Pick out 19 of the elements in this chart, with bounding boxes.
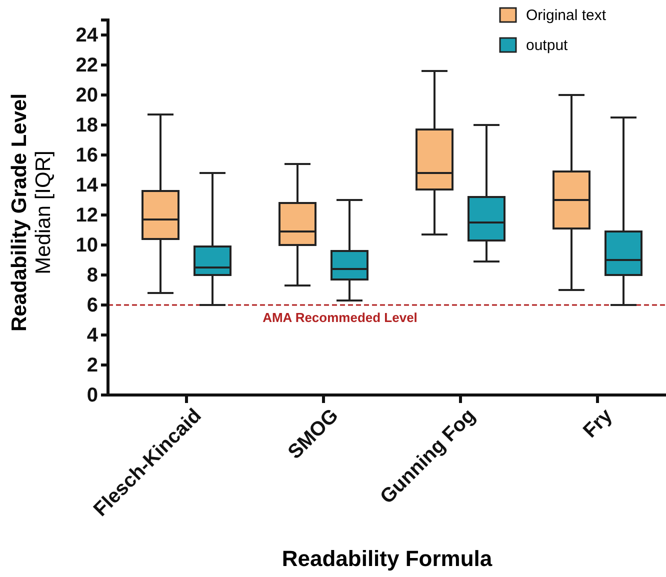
ref-line-label: AMA Recommeded Level [262,310,418,325]
y-axis-title: Readability Grade Level Median [IQR] [8,93,55,332]
y-tick-label: 24 [76,24,99,46]
legend-label: Original text [526,7,607,24]
legend-label: output [526,37,569,54]
y-tick-label: 14 [76,174,99,196]
y-tick-label: 16 [76,144,98,166]
y-tick-label: 0 [86,384,98,406]
x-axis-title: Readability Formula [282,546,493,571]
y-tick-label: 20 [76,84,98,106]
y-tick-label: 22 [76,54,98,76]
y-tick-label: 6 [86,294,98,316]
y-tick-label: 18 [76,114,98,136]
y-tick-label: 4 [86,324,99,346]
y-tick-label: 8 [86,264,98,286]
y-tick-label: 2 [86,354,98,376]
y-tick-label: 10 [76,234,98,256]
y-tick-label: 12 [76,204,98,226]
x-tick-label: Fry [579,404,618,442]
